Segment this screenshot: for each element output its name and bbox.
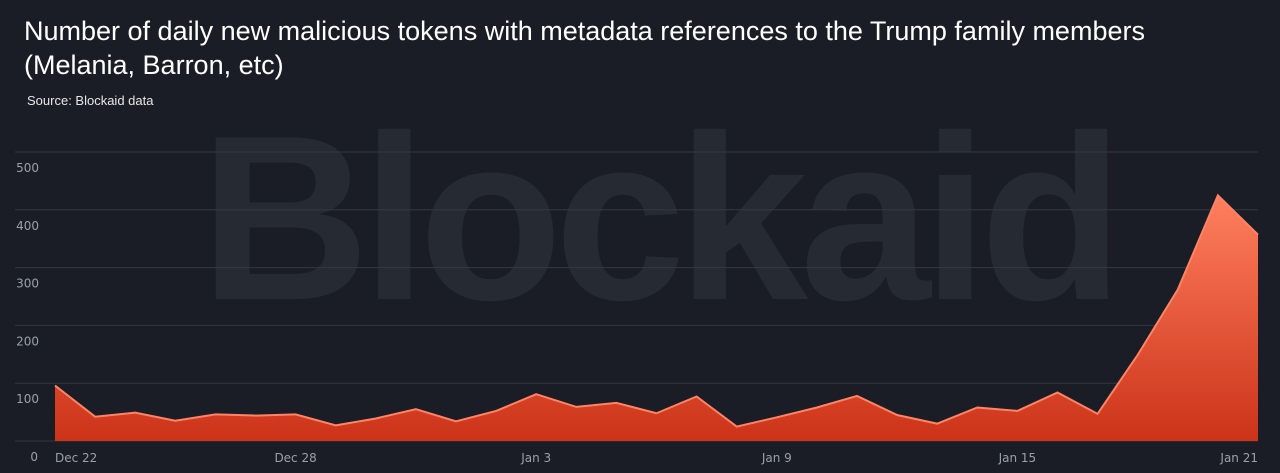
y-tick-label: 0 — [30, 450, 38, 464]
series-line — [54, 193, 1259, 428]
x-tick-label: Jan 15 — [998, 451, 1037, 465]
blockaid-watermark: Blockaid — [200, 86, 1123, 349]
x-tick-label: Jan 3 — [520, 451, 551, 465]
y-tick-label: 100 — [16, 392, 39, 406]
x-tick-label: Dec 28 — [274, 451, 316, 465]
x-tick-label: Jan 21 — [1219, 451, 1258, 465]
area-fill — [55, 195, 1258, 441]
chart-title: Number of daily new malicious tokens wit… — [24, 16, 1145, 80]
x-tick-label: Dec 22 — [55, 451, 97, 465]
chart-source: Source: Blockaid data — [27, 93, 154, 108]
x-tick-label: Jan 9 — [761, 451, 792, 465]
y-tick-label: 400 — [16, 219, 39, 233]
y-tick-label: 200 — [16, 334, 39, 348]
y-tick-label: 500 — [16, 161, 39, 175]
y-tick-label: 300 — [16, 277, 39, 291]
